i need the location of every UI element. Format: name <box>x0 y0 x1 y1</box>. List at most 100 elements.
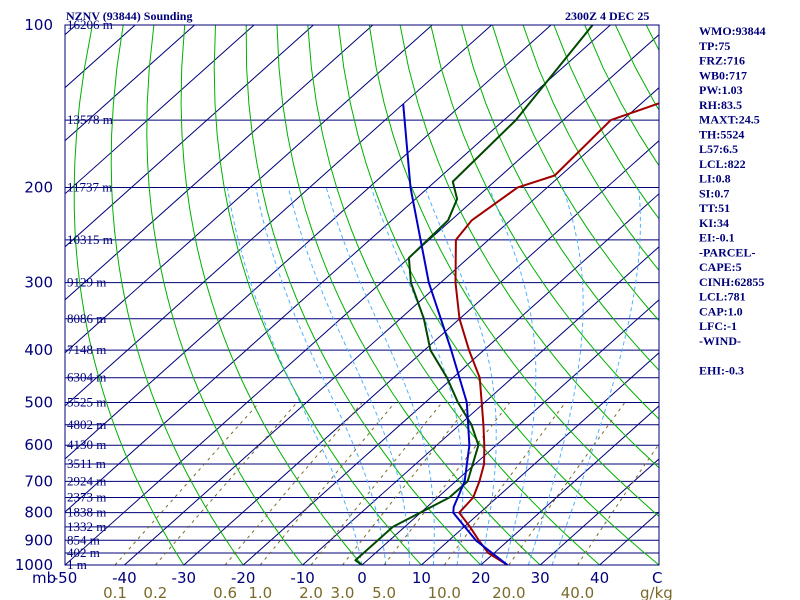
isotherm-line <box>480 405 659 565</box>
index-item: LI:0.8 <box>699 172 731 186</box>
mixing-ratio-unit: g/kg <box>640 584 673 600</box>
index-item: CAPE:5 <box>699 260 742 274</box>
mixing-ratio-tick-label: 2.0 <box>299 584 323 600</box>
isotherm-line <box>302 246 659 565</box>
dry-adiabat-line <box>461 25 659 371</box>
isotherm-line <box>65 25 374 301</box>
height-level-label: 2373 m <box>67 490 106 505</box>
index-item: WMO:93844 <box>699 24 766 38</box>
height-level-label: 9129 m <box>67 275 106 290</box>
temperature-tick-label: 30 <box>531 569 550 587</box>
mixing-ratio-tick-label: 40.0 <box>561 584 594 600</box>
isotherm-line <box>183 140 659 565</box>
index-item: LCL:822 <box>699 157 746 171</box>
height-level-label: 854 m <box>67 532 100 547</box>
mixing-ratio-tick-label: 5.0 <box>372 584 396 600</box>
temperature-tick-label: -40 <box>112 569 137 587</box>
dry-adiabat-line <box>307 25 600 565</box>
mixing-ratio-tick-label: 20.0 <box>492 584 525 600</box>
dry-adiabat-line <box>769 25 800 565</box>
plot-frame <box>64 24 660 566</box>
moist-adiabat-line <box>424 187 497 565</box>
isotherm-line <box>65 25 314 248</box>
height-level-label: 6304 m <box>67 370 106 385</box>
dry-adiabat-line <box>276 25 541 565</box>
mixing-ratio-line <box>310 402 443 565</box>
temperature-axis-unit: C <box>652 569 662 587</box>
pressure-tick-label: 200 <box>24 179 53 197</box>
temperature-tick-label: 20 <box>471 569 490 587</box>
temperature-tick-label: -50 <box>53 569 78 587</box>
isotherm-line <box>421 352 659 565</box>
height-level-label: 4802 m <box>67 417 106 432</box>
isotherm-line <box>65 25 552 460</box>
mixing-ratio-tick-label: 10.0 <box>428 584 461 600</box>
moist-adiabat-line <box>226 187 363 565</box>
index-item: WB0:717 <box>699 68 747 82</box>
height-level-label: 4130 m <box>67 437 106 452</box>
pressure-tick-label: 800 <box>24 504 53 522</box>
index-item: RH:83.5 <box>699 98 742 112</box>
height-level-label: 1838 m <box>67 505 106 520</box>
dry-adiabat-line <box>146 25 303 565</box>
pressure-tick-label: 500 <box>24 393 53 411</box>
height-level-label: 3511 m <box>67 456 106 471</box>
dry-adiabat-line <box>213 25 422 565</box>
mixing-ratio-tick-label: 0.6 <box>213 584 237 600</box>
height-level-label: 16206 m <box>67 17 113 32</box>
pressure-tick-label: 400 <box>24 341 53 359</box>
indices-panel: WMO:93844TP:75FRZ:716WB0:717PW:1.03RH:83… <box>699 24 766 377</box>
temperature-tick-label: 40 <box>590 569 609 587</box>
mixing-ratio-tick-label: 1.0 <box>248 584 272 600</box>
mixing-ratio-line <box>383 402 511 565</box>
index-item: -PARCEL- <box>699 245 755 259</box>
height-level-label: 402 m <box>67 545 100 560</box>
pressure-tick-label: 600 <box>24 436 53 454</box>
index-item: L57:6.5 <box>699 142 738 156</box>
index-item: SI:0.7 <box>699 186 729 200</box>
height-level-label: 1 m <box>67 557 87 572</box>
index-item: CINH:62855 <box>699 275 764 289</box>
pressure-axis-label: mb <box>32 569 56 587</box>
index-item: MAXT:24.5 <box>699 113 760 127</box>
height-level-label: 7148 m <box>67 342 106 357</box>
mixing-ratio-tick-label: 3.0 <box>331 584 355 600</box>
pressure-tick-label: 700 <box>24 472 53 490</box>
chart-title-station: NZNV (93844) Sounding <box>66 9 192 23</box>
moist-adiabat-line <box>370 187 464 565</box>
dry-adiabat-line <box>399 25 659 469</box>
parcel-profile-line <box>402 103 509 565</box>
index-item: LCL:781 <box>699 290 746 304</box>
mixing-ratio-line <box>508 402 626 565</box>
mixing-ratio-line <box>342 402 472 565</box>
height-level-label: 1332 m <box>67 519 106 534</box>
dry-adiabat-line <box>430 25 659 420</box>
pressure-tick-label: 300 <box>24 274 53 292</box>
index-item: FRZ:716 <box>699 54 745 68</box>
dry-adiabat-line <box>368 25 659 518</box>
isotherm-line <box>65 25 195 142</box>
pressure-tick-label: 900 <box>24 531 53 549</box>
temperature-tick-label: -10 <box>290 569 315 587</box>
temperature-tick-label: 10 <box>412 569 431 587</box>
moist-adiabat-line <box>287 187 410 565</box>
dry-adiabat-line <box>739 25 800 565</box>
height-level-label: 5525 m <box>67 394 106 409</box>
isotherm-line <box>539 458 659 565</box>
moist-adiabat-line <box>255 187 387 565</box>
isotherm-line <box>65 25 433 354</box>
dry-adiabat-line <box>338 25 659 565</box>
isotherm-line <box>65 25 255 195</box>
mixing-ratio-tick-label: 0.1 <box>103 584 127 600</box>
index-item: PW:1.03 <box>699 83 743 97</box>
dry-adiabat-line <box>110 25 244 565</box>
index-item: EHI:-0.3 <box>699 363 744 377</box>
temperature-profile-line <box>454 102 659 565</box>
height-level-label: 11737 m <box>67 180 112 195</box>
index-item: LFC:-1 <box>699 319 737 333</box>
isotherm-line <box>361 299 659 565</box>
height-level-label: 2924 m <box>67 473 106 488</box>
temperature-tick-label: -20 <box>231 569 256 587</box>
mixing-ratio-tick-label: 0.2 <box>143 584 167 600</box>
isotherm-line <box>65 25 492 407</box>
